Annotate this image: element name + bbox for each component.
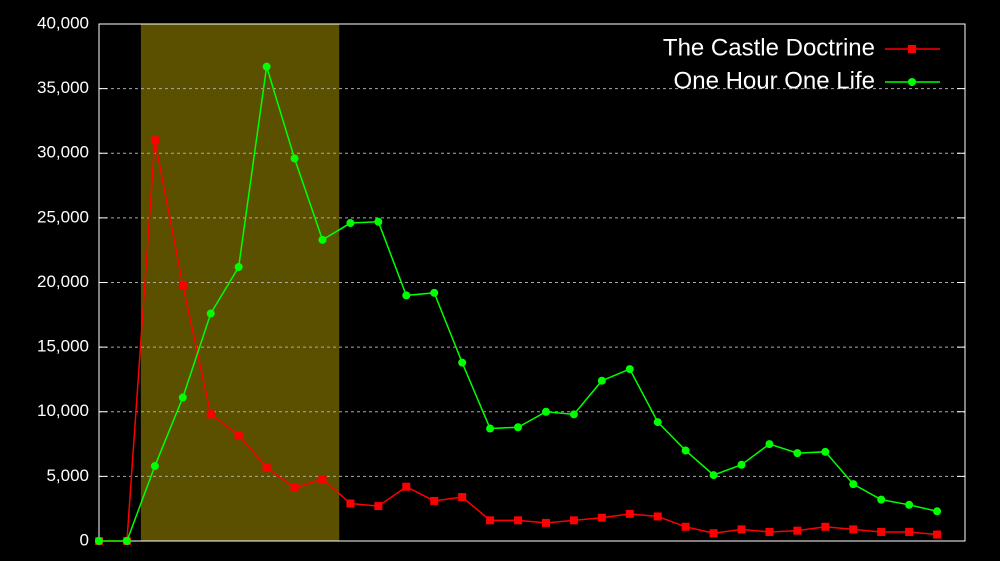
point [374,217,383,226]
point [765,527,774,536]
point [290,154,299,163]
y-tick-label: 15,000 [37,337,89,356]
point [737,525,746,534]
point [849,525,858,534]
point [150,136,159,145]
point [318,235,327,244]
point [206,309,215,318]
point [541,407,550,416]
legend-marker [908,45,916,53]
point [681,446,690,455]
point [486,424,495,433]
point [458,358,467,367]
point [709,529,718,538]
point [681,522,690,531]
legend-label: The Castle Doctrine [663,34,875,61]
point [402,291,411,300]
y-tick-label: 20,000 [37,272,89,291]
point [150,462,159,471]
point [514,423,523,432]
point [653,512,662,521]
point [430,496,439,505]
point [262,62,271,71]
point [234,431,243,440]
y-tick-label: 40,000 [37,13,89,32]
point [849,480,858,489]
y-tick-label: 0 [80,530,89,549]
plot-border [98,23,966,542]
point [290,484,299,493]
point [262,463,271,472]
point [569,516,578,525]
point [318,474,327,483]
point [709,471,718,480]
point [625,509,634,518]
point [905,500,914,509]
point [905,527,914,536]
point [597,513,606,522]
point [877,527,886,536]
legend-label: One Hour One Life [674,67,875,94]
point [206,410,215,419]
point [821,522,830,531]
y-tick-label: 10,000 [37,401,89,420]
y-tick-label: 30,000 [37,143,89,162]
point [458,493,467,502]
point [402,482,411,491]
point [737,460,746,469]
point [765,440,774,449]
point [877,495,886,504]
point [178,393,187,402]
y-tick-label: 25,000 [37,207,89,226]
point [625,365,634,374]
y-tick-label: 5,000 [46,466,89,485]
point [374,502,383,511]
point [821,447,830,456]
point [122,537,131,545]
point [178,281,187,290]
point [793,526,802,535]
point [933,507,942,516]
legend-marker [908,78,916,86]
point [234,262,243,271]
point [486,516,495,525]
point [95,537,103,545]
point [346,499,355,508]
point [346,219,355,228]
point [430,288,439,297]
point [514,516,523,525]
point [793,449,802,458]
point [541,518,550,527]
point [569,410,578,419]
point [933,530,942,539]
point [653,418,662,427]
y-tick-label: 35,000 [37,78,89,97]
point [597,376,606,385]
